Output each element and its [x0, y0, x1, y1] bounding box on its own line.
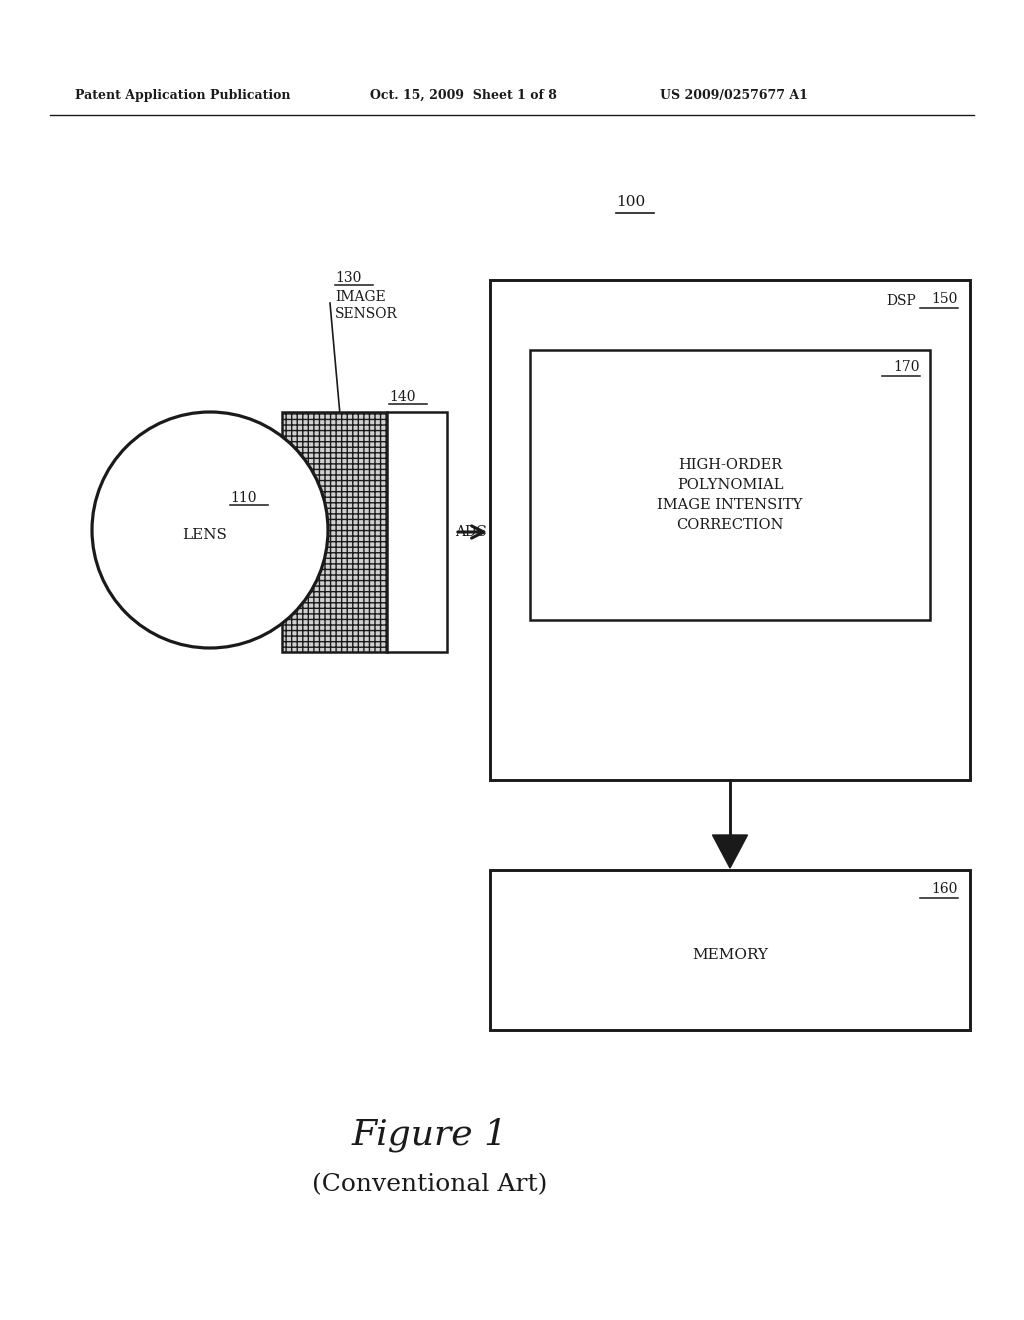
Bar [282, 412, 387, 652]
Text: CORRECTION: CORRECTION [676, 517, 783, 532]
Text: HIGH-ORDER: HIGH-ORDER [678, 458, 782, 473]
Bar [490, 280, 970, 780]
Text: 160: 160 [932, 882, 958, 896]
Text: POLYNOMIAL: POLYNOMIAL [677, 478, 783, 492]
Text: Oct. 15, 2009  Sheet 1 of 8: Oct. 15, 2009 Sheet 1 of 8 [370, 88, 557, 102]
Text: Patent Application Publication: Patent Application Publication [75, 88, 291, 102]
Text: (Conventional Art): (Conventional Art) [312, 1173, 548, 1196]
Text: IMAGE: IMAGE [335, 290, 386, 304]
Text: 130: 130 [335, 271, 361, 285]
Text: ADC: ADC [455, 525, 486, 539]
Text: 110: 110 [230, 491, 256, 506]
Bar [490, 870, 970, 1030]
Text: 170: 170 [894, 360, 920, 374]
Text: IMAGE INTENSITY: IMAGE INTENSITY [657, 498, 803, 512]
FancyArrow shape [713, 836, 748, 869]
Bar [387, 412, 447, 652]
Text: US 2009/0257677 A1: US 2009/0257677 A1 [660, 88, 808, 102]
Text: 100: 100 [616, 195, 645, 209]
Circle shape [92, 412, 328, 648]
Text: LENS: LENS [182, 528, 227, 543]
Text: 140: 140 [389, 389, 416, 404]
Text: Figure 1: Figure 1 [352, 1118, 508, 1152]
Bar [530, 350, 930, 620]
Text: SENSOR: SENSOR [335, 308, 398, 321]
Text: MEMORY: MEMORY [692, 948, 768, 962]
Text: DSP: DSP [886, 294, 916, 308]
Text: 150: 150 [932, 292, 958, 306]
